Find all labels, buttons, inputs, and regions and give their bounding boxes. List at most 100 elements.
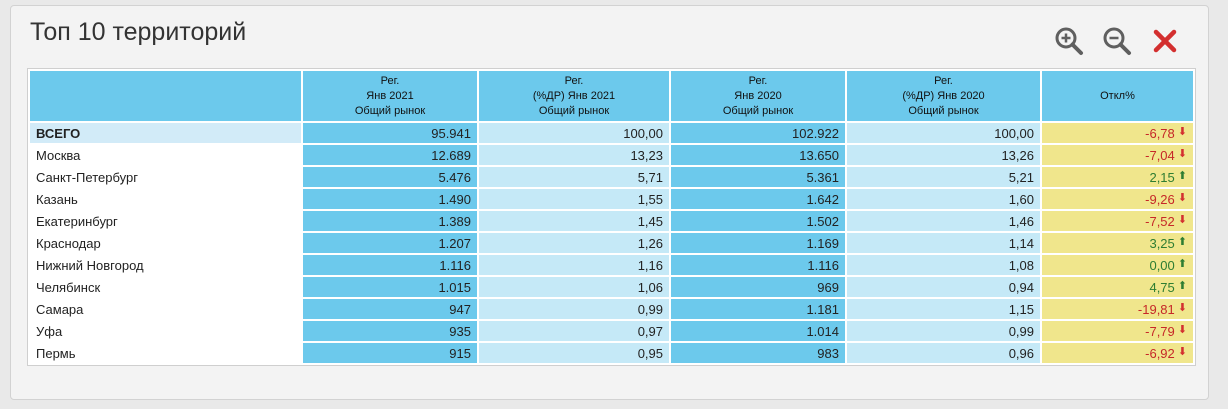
- table-row: Челябинск 1.015 1,06 969 0,94 4,75 ⬆: [30, 277, 1193, 297]
- share-jan-2020-value: 0,96: [847, 343, 1040, 363]
- share-jan-2021-value: 100,00: [479, 123, 669, 143]
- share-jan-2021-value: 1,45: [479, 211, 669, 231]
- share-jan-2020-value: 0,94: [847, 277, 1040, 297]
- reg-jan-2020-value: 983: [671, 343, 845, 363]
- deviation-cell: -19,81 ⬇: [1042, 299, 1193, 319]
- header-line: Рег.: [748, 74, 768, 87]
- deviation-cell: 3,25 ⬆: [1042, 233, 1193, 253]
- header-line: Общий рынок: [354, 104, 426, 117]
- share-jan-2020-value: 13,26: [847, 145, 1040, 165]
- reg-jan-2020-value: 1.169: [671, 233, 845, 253]
- reg-jan-2021-value: 915: [303, 343, 477, 363]
- territory-name: Краснодар: [30, 233, 301, 253]
- deviation-value: 4,75: [1149, 279, 1175, 295]
- panel-title: Топ 10 территорий: [30, 18, 247, 46]
- table-row: Нижний Новгород 1.116 1,16 1.116 1,08 0,00 ⬆: [30, 255, 1193, 275]
- territories-table: Рег. Янв 2021 Общий рынок Рег. (%ДР) Янв…: [28, 69, 1195, 365]
- share-jan-2020-value: 1,46: [847, 211, 1040, 231]
- table-row-total: ВСЕГО 95.941 100,00 102.922 100,00 -6,78 ⬇: [30, 123, 1193, 143]
- share-jan-2021-value: 1,16: [479, 255, 669, 275]
- reg-jan-2021-value: 1.207: [303, 233, 477, 253]
- arrow-down-icon: ⬇: [1177, 147, 1187, 160]
- share-jan-2020-value: 1,14: [847, 233, 1040, 253]
- deviation-cell: -6,92 ⬇: [1042, 343, 1193, 363]
- deviation-value: -7,79: [1145, 323, 1175, 339]
- column-header-reg-jan-2020[interactable]: Рег. Янв 2020 Общий рынок: [671, 71, 845, 121]
- arrow-down-icon: ⬇: [1177, 345, 1187, 358]
- arrow-up-icon: ⬆: [1177, 169, 1187, 182]
- table-row: Краснодар 1.207 1,26 1.169 1,14 3,25 ⬆: [30, 233, 1193, 253]
- deviation-value: -6,92: [1145, 345, 1175, 361]
- share-jan-2020-value: 1,60: [847, 189, 1040, 209]
- reg-jan-2021-value: 1.015: [303, 277, 477, 297]
- reg-jan-2020-value: 1.116: [671, 255, 845, 275]
- territory-name: Нижний Новгород: [30, 255, 301, 275]
- territory-name: Уфа: [30, 321, 301, 341]
- share-jan-2020-value: 0,99: [847, 321, 1040, 341]
- deviation-value: 2,15: [1149, 169, 1175, 185]
- reg-jan-2020-value: 5.361: [671, 167, 845, 187]
- header-line: Общий рынок: [722, 104, 794, 117]
- panel-toolbar: [1052, 24, 1182, 58]
- deviation-value: -6,78: [1145, 125, 1175, 141]
- share-jan-2021-value: 1,06: [479, 277, 669, 297]
- arrow-down-icon: ⬇: [1177, 191, 1187, 204]
- reg-jan-2020-value: 1.642: [671, 189, 845, 209]
- close-icon: [1153, 29, 1177, 53]
- territory-name: Санкт-Петербург: [30, 167, 301, 187]
- table-row: Самара 947 0,99 1.181 1,15 -19,81 ⬇: [30, 299, 1193, 319]
- table-row: Уфа 935 0,97 1.014 0,99 -7,79 ⬇: [30, 321, 1193, 341]
- territory-name: Москва: [30, 145, 301, 165]
- deviation-value: 0,00: [1149, 257, 1175, 273]
- column-header-reg-jan-2021[interactable]: Рег. Янв 2021 Общий рынок: [303, 71, 477, 121]
- reg-jan-2021-value: 947: [303, 299, 477, 319]
- close-button[interactable]: [1148, 24, 1182, 58]
- column-header-deviation[interactable]: Откл%: [1042, 71, 1193, 121]
- arrow-up-icon: ⬆: [1177, 257, 1187, 270]
- deviation-cell: -9,26 ⬇: [1042, 189, 1193, 209]
- reg-jan-2021-value: 1.116: [303, 255, 477, 275]
- arrow-down-icon: ⬇: [1177, 213, 1187, 226]
- zoom-out-icon: [1103, 27, 1131, 55]
- reg-jan-2021-value: 12.689: [303, 145, 477, 165]
- deviation-cell: -7,04 ⬇: [1042, 145, 1193, 165]
- arrow-down-icon: ⬇: [1177, 301, 1187, 314]
- header-line: Янв 2021: [366, 89, 414, 102]
- deviation-cell: -7,79 ⬇: [1042, 321, 1193, 341]
- zoom-in-button[interactable]: [1052, 24, 1086, 58]
- zoom-out-button[interactable]: [1100, 24, 1134, 58]
- share-jan-2021-value: 0,95: [479, 343, 669, 363]
- share-jan-2021-value: 0,99: [479, 299, 669, 319]
- header-line: Общий рынок: [908, 104, 979, 117]
- header-line: (%ДР) Янв 2020: [902, 89, 985, 102]
- header-line: Рег.: [380, 74, 400, 87]
- reg-jan-2020-value: 102.922: [671, 123, 845, 143]
- share-jan-2021-value: 0,97: [479, 321, 669, 341]
- column-header-share-jan-2021[interactable]: Рег. (%ДР) Янв 2021 Общий рынок: [479, 71, 669, 121]
- deviation-cell: 4,75 ⬆: [1042, 277, 1193, 297]
- territories-table-container: Рег. Янв 2021 Общий рынок Рег. (%ДР) Янв…: [27, 68, 1196, 366]
- share-jan-2020-value: 1,08: [847, 255, 1040, 275]
- share-jan-2021-value: 1,55: [479, 189, 669, 209]
- arrow-up-icon: ⬆: [1177, 279, 1187, 292]
- header-line: (%ДР) Янв 2021: [532, 89, 616, 102]
- territory-name: Екатеринбург: [30, 211, 301, 231]
- deviation-cell: 2,15 ⬆: [1042, 167, 1193, 187]
- reg-jan-2021-value: 5.476: [303, 167, 477, 187]
- deviation-cell: -6,78 ⬇: [1042, 123, 1193, 143]
- territory-name: ВСЕГО: [30, 123, 301, 143]
- column-header-territory[interactable]: [30, 71, 301, 121]
- header-line: Янв 2020: [734, 89, 782, 102]
- share-jan-2021-value: 1,26: [479, 233, 669, 253]
- reg-jan-2020-value: 1.014: [671, 321, 845, 341]
- reg-jan-2021-value: 1.389: [303, 211, 477, 231]
- reg-jan-2020-value: 13.650: [671, 145, 845, 165]
- deviation-cell: -7,52 ⬇: [1042, 211, 1193, 231]
- table-header-row: Рег. Янв 2021 Общий рынок Рег. (%ДР) Янв…: [30, 71, 1193, 121]
- header-line: Общий рынок: [538, 104, 610, 117]
- top-territories-panel: Топ 10 территорий: [10, 5, 1209, 400]
- reg-jan-2020-value: 1.181: [671, 299, 845, 319]
- header-line: Откл%: [1100, 89, 1135, 102]
- share-jan-2021-value: 5,71: [479, 167, 669, 187]
- column-header-share-jan-2020[interactable]: Рег. (%ДР) Янв 2020 Общий рынок: [847, 71, 1040, 121]
